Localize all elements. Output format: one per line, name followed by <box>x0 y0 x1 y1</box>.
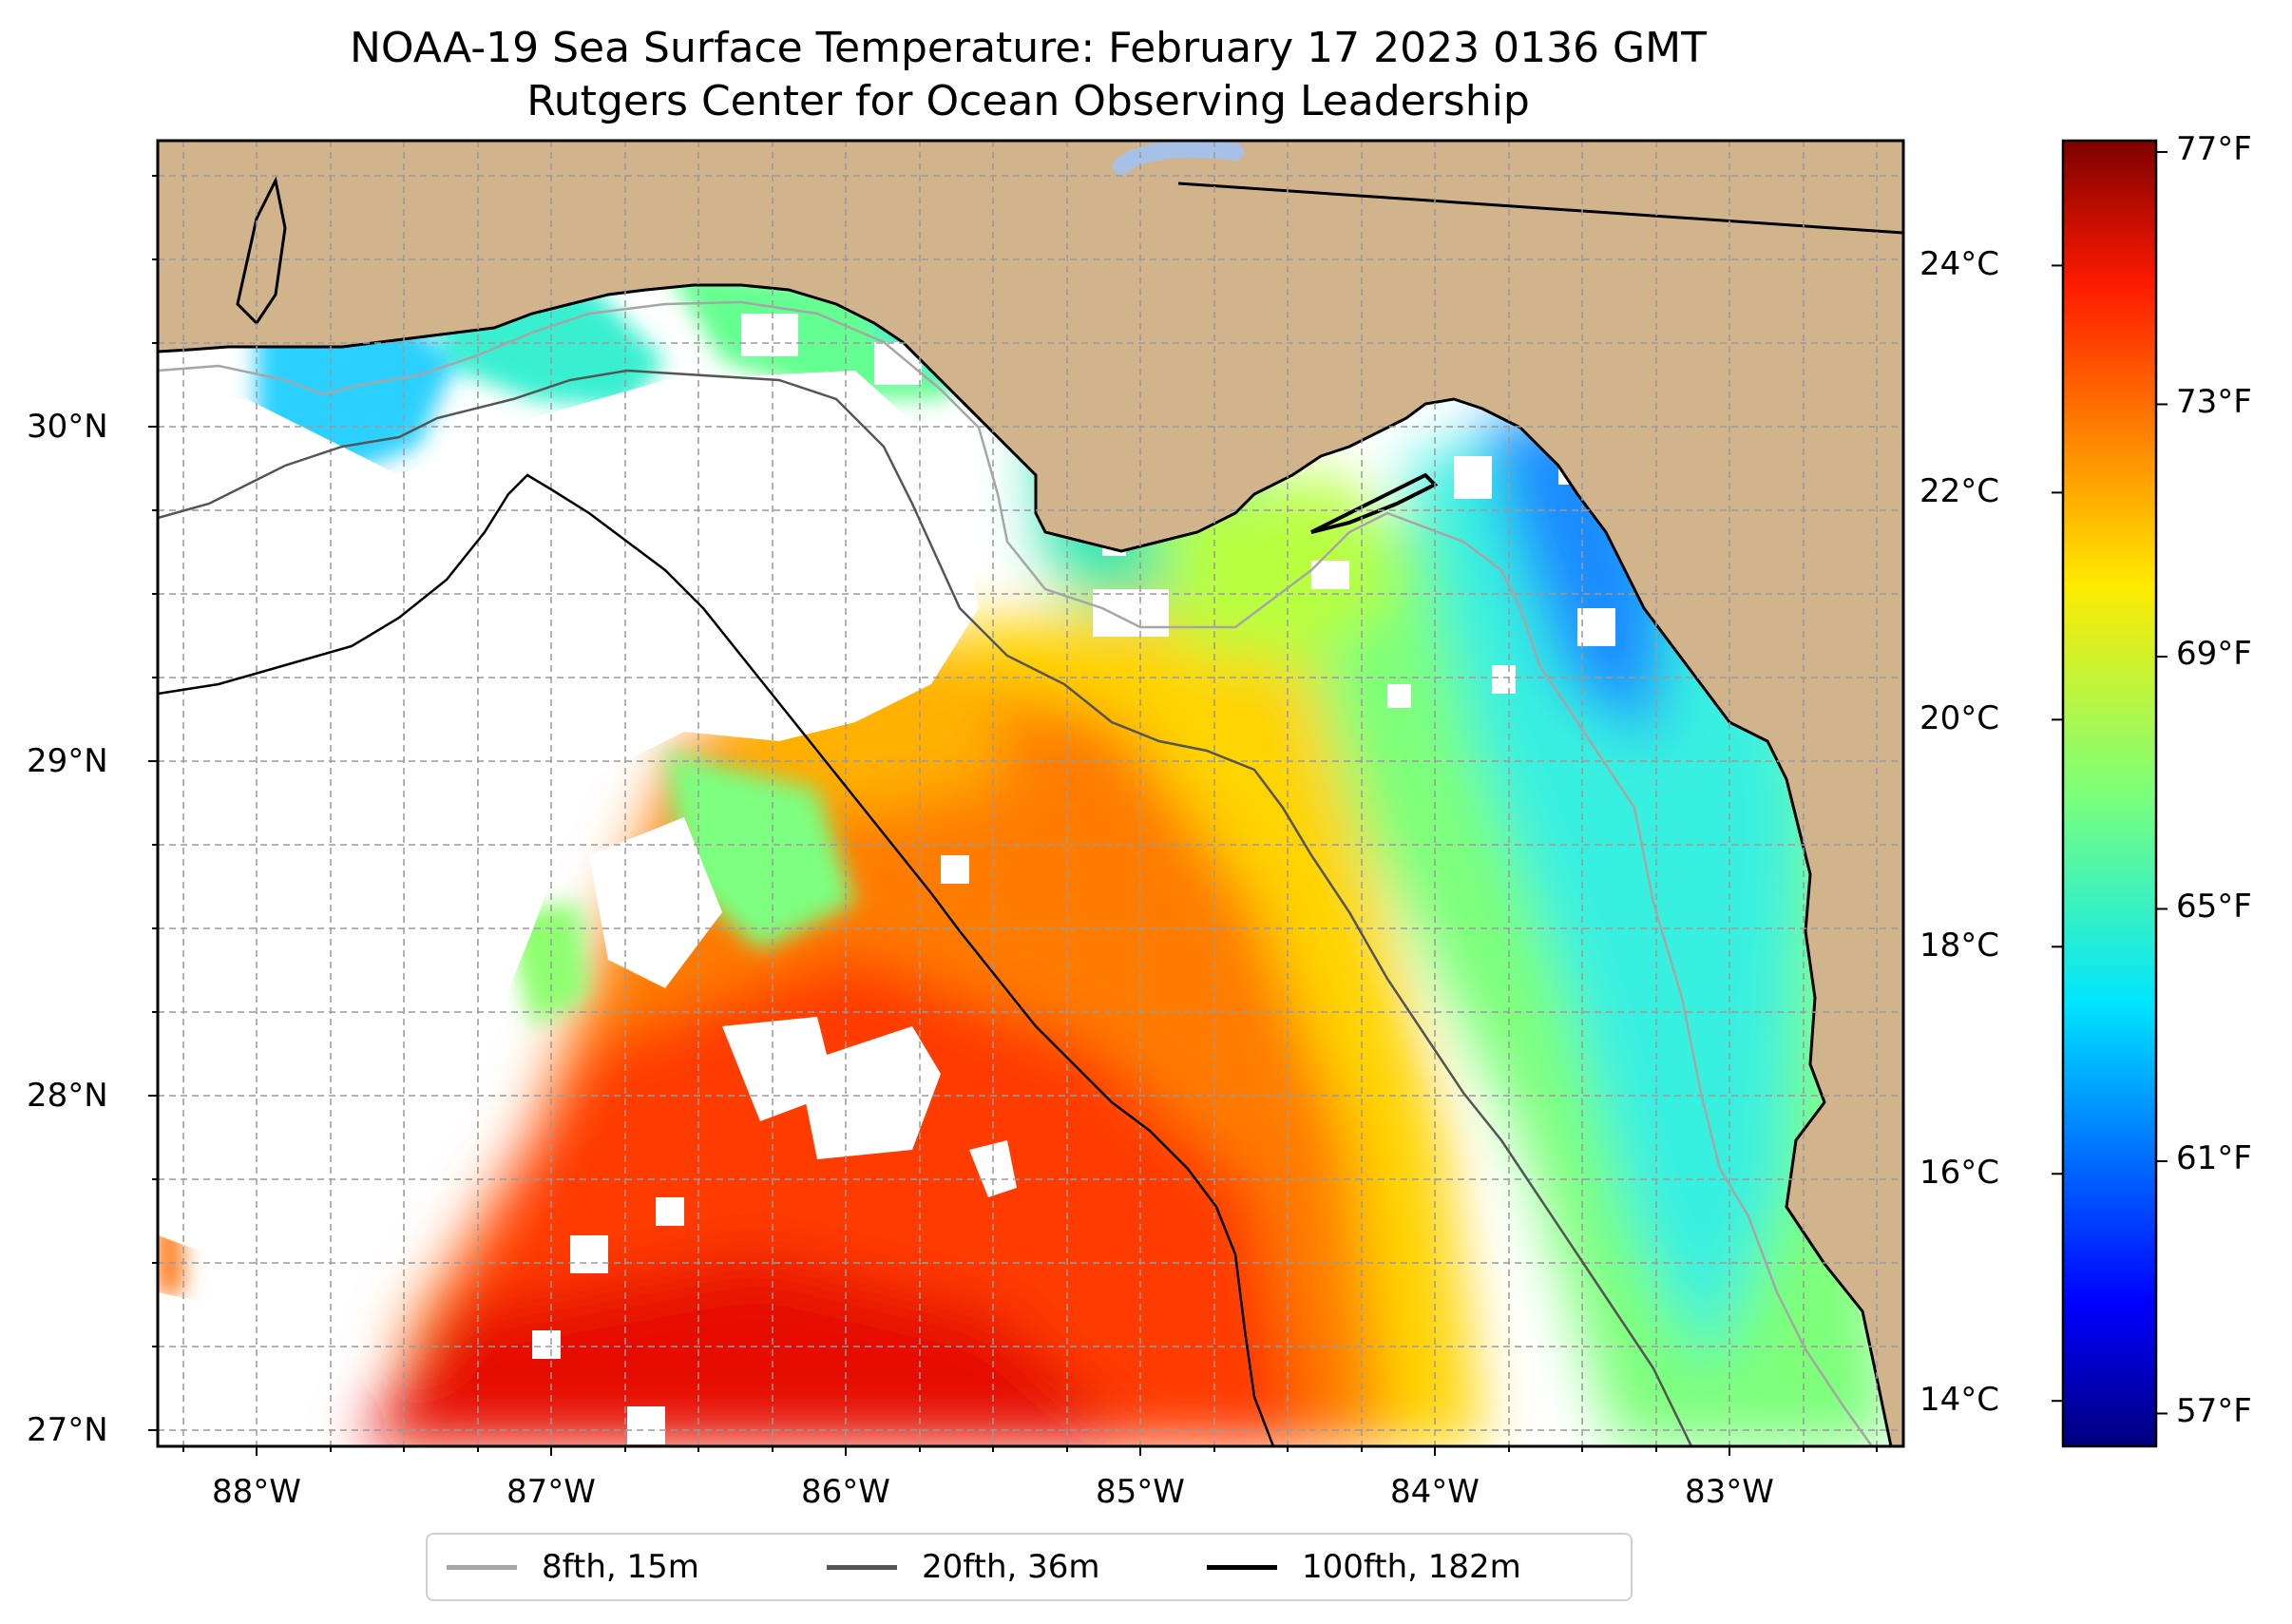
lon-label-85w: 85°W <box>1096 1473 1185 1511</box>
lat-label-29: 29°N <box>27 742 108 780</box>
map-frame <box>156 139 1905 1448</box>
contour-8fth <box>158 300 1874 1446</box>
lake-seminole <box>1113 141 1244 175</box>
colorbar-f-57: 57°F <box>2176 1392 2252 1430</box>
contour-100fth <box>158 473 1275 1446</box>
colorbar-f-61: 61°F <box>2176 1139 2252 1177</box>
lat-label-28: 28°N <box>27 1077 108 1115</box>
contour-20fth <box>158 369 1693 1446</box>
legend-label-20fth: 20fth, 36m <box>922 1548 1100 1586</box>
legend-swatch-20fth <box>827 1564 897 1570</box>
lon-label-87w: 87°W <box>506 1473 596 1511</box>
colorbar-ticks <box>2052 150 2168 1415</box>
legend-swatch-8fth <box>447 1564 517 1570</box>
graticule <box>158 141 1903 1446</box>
colorbar-c-16: 16°C <box>1920 1154 2000 1192</box>
legend-swatch-100fth <box>1207 1564 1277 1570</box>
map-subtitle: Rutgers Center for Ocean Observing Leade… <box>526 77 1530 125</box>
legend-label-8fth: 8fth, 15m <box>542 1548 699 1586</box>
colorbar-c-22: 22°C <box>1920 472 2000 510</box>
colorbar-c-14: 14°C <box>1920 1381 2000 1419</box>
legend-item-8fth: 8fth, 15m <box>447 1546 699 1588</box>
legend-label-100fth: 100fth, 182m <box>1302 1548 1521 1586</box>
colorbar-c-18: 18°C <box>1920 927 2000 965</box>
legend-item-100fth: 100fth, 182m <box>1207 1546 1521 1588</box>
colorbar-f-65: 65°F <box>2176 888 2252 926</box>
colorbar-c-24: 24°C <box>1920 245 2000 283</box>
colorbar <box>2061 139 2158 1448</box>
colorbar-f-73: 73°F <box>2176 383 2252 421</box>
colorbar-f-69: 69°F <box>2176 635 2252 673</box>
map-title: NOAA-19 Sea Surface Temperature: Februar… <box>350 24 1707 72</box>
lat-label-30: 30°N <box>27 408 108 446</box>
axis-ticks <box>148 175 1878 1456</box>
legend: 8fth, 15m 20fth, 36m 100fth, 182m <box>426 1533 1633 1601</box>
lon-label-84w: 84°W <box>1390 1473 1480 1511</box>
state-boundary <box>1177 182 1903 235</box>
colorbar-f-77: 77°F <box>2176 130 2252 168</box>
lon-label-86w: 86°W <box>801 1473 890 1511</box>
map-area <box>158 141 1903 1446</box>
lon-label-88w: 88°W <box>212 1473 301 1511</box>
lat-label-27: 27°N <box>27 1411 108 1449</box>
legend-item-20fth: 20fth, 36m <box>827 1546 1100 1588</box>
lon-label-83w: 83°W <box>1685 1473 1774 1511</box>
colorbar-c-20: 20°C <box>1920 699 2000 737</box>
